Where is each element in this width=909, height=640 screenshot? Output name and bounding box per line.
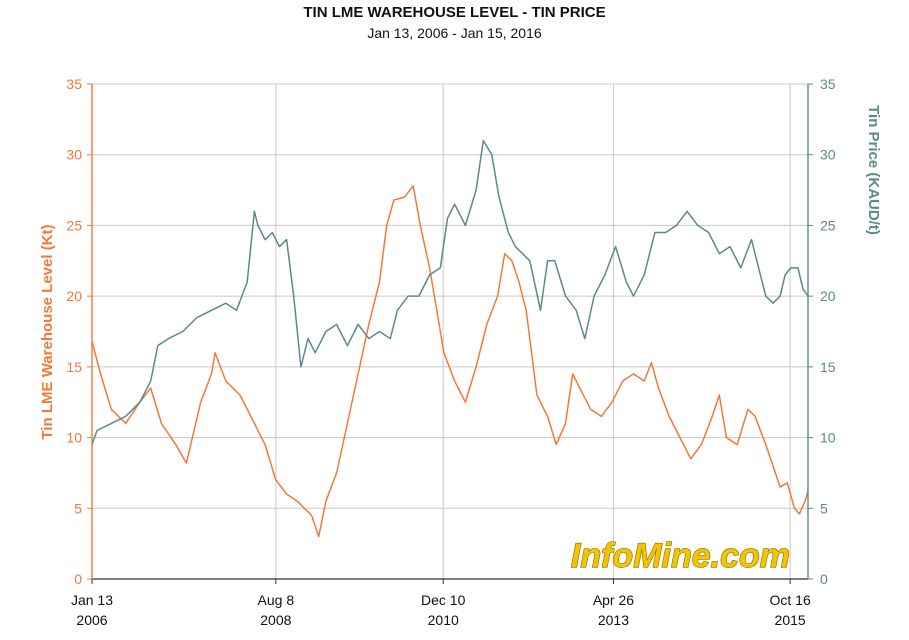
- right-tick-label: 15: [820, 359, 836, 375]
- right-tick-label: 30: [820, 147, 836, 163]
- left-tick-label: 30: [66, 147, 82, 163]
- tin-price-line: [91, 139, 809, 445]
- watermark-logo: InfoMine.com: [571, 537, 790, 575]
- left-tick-label: 25: [66, 217, 82, 233]
- series-layer: [91, 139, 809, 538]
- x-tick-label: Apr 26: [593, 592, 634, 608]
- chart-title: TIN LME WAREHOUSE LEVEL - TIN PRICE: [303, 4, 606, 21]
- right-tick-label: 35: [820, 76, 836, 92]
- x-tick-label: Dec 10: [421, 592, 466, 608]
- x-tick-year-label: 2008: [260, 612, 291, 628]
- x-tick-year-label: 2006: [76, 612, 107, 628]
- left-tick-label: 0: [74, 571, 82, 587]
- right-tick-label: 0: [820, 571, 828, 587]
- right-tick-label: 25: [820, 217, 836, 233]
- left-tick-label: 5: [74, 500, 82, 516]
- x-tick-label: Aug 8: [258, 592, 295, 608]
- right-tick-label: 20: [820, 288, 836, 304]
- x-tick-year-label: 2010: [428, 612, 459, 628]
- left-tick-label: 35: [66, 76, 82, 92]
- chart-subtitle: Jan 13, 2006 - Jan 15, 2016: [367, 25, 542, 41]
- left-axis-label: Tin LME Warehouse Level (Kt): [39, 224, 56, 439]
- x-tick-year-label: 2013: [598, 612, 629, 628]
- left-tick-label: 20: [66, 288, 82, 304]
- right-tick-label: 5: [820, 500, 828, 516]
- right-tick-label: 10: [820, 430, 836, 446]
- grid-lines: [91, 83, 808, 580]
- left-tick-label: 10: [66, 430, 82, 446]
- left-tick-label: 15: [66, 359, 82, 375]
- axes: 0 0 5 5 10 10 15 15 20 20 25 25 30 30 35 35 Jan 13 2006 Au…: [66, 76, 835, 628]
- x-tick-year-label: 2015: [775, 612, 806, 628]
- warehouse-level-line: [91, 185, 809, 538]
- x-tick-label: Oct 16: [769, 592, 810, 608]
- x-tick-label: Jan 13: [71, 592, 113, 608]
- right-axis-label: Tin Price (KAUD/t): [865, 105, 882, 235]
